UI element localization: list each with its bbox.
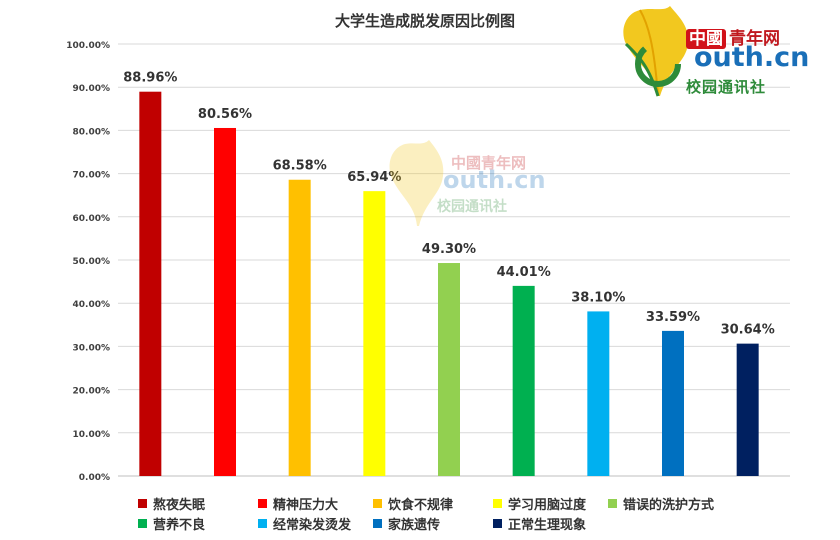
y-tick-label: 80.00% — [73, 127, 111, 137]
data-label: 30.64% — [721, 323, 775, 338]
legend-label: 营养不良 — [153, 518, 206, 533]
watermark-chinese-name: 中國青年网 — [451, 154, 527, 172]
logo-chinese-name: 中國 青年网 — [686, 24, 780, 49]
bar — [512, 285, 535, 476]
legend-swatch — [258, 519, 267, 528]
data-label: 68.58% — [273, 159, 327, 174]
y-tick-label: 40.00% — [73, 300, 111, 310]
watermark-subtitle: 校园通讯社 — [437, 199, 507, 215]
legend-label: 学习用脑过度 — [508, 498, 587, 513]
y-tick-label: 50.00% — [73, 257, 111, 267]
legend-item: 正常生理现象 — [493, 514, 586, 533]
legend-label: 错误的洗护方式 — [623, 498, 715, 513]
y-tick-label: 20.00% — [73, 387, 111, 397]
watermark-leaf-icon — [389, 140, 444, 226]
data-label: 33.59% — [646, 310, 700, 325]
logo-subtitle: 校园通讯社 — [686, 78, 767, 96]
watermark-domain: outh.cn — [443, 166, 546, 194]
legend-label: 家族遗传 — [388, 518, 441, 533]
bar — [587, 311, 610, 476]
legend-item: 营养不良 — [138, 514, 205, 533]
bar — [363, 191, 386, 476]
y-tick-label: 60.00% — [73, 214, 111, 224]
legend-label: 饮食不规律 — [388, 498, 454, 513]
legend-label: 经常染发烫发 — [273, 518, 352, 533]
legend-item: 学习用脑过度 — [493, 494, 586, 513]
ginkgo-leaf-icon — [623, 6, 689, 97]
data-label: 44.01% — [497, 265, 551, 280]
y-tick-label: 0.00% — [79, 473, 110, 483]
y-tick-label: 100.00% — [66, 41, 110, 51]
legend-swatch — [138, 519, 147, 528]
legend-swatch — [258, 499, 267, 508]
legend-item: 饮食不规律 — [373, 494, 453, 513]
watermark-logo: 中國青年网 outh.cn 校园通讯社 — [385, 138, 555, 228]
legend-swatch — [373, 499, 382, 508]
data-label: 88.96% — [123, 71, 177, 86]
legend-swatch — [608, 499, 617, 508]
legend-item: 错误的洗护方式 — [608, 494, 714, 513]
y-tick-label: 30.00% — [73, 343, 111, 353]
bar — [214, 127, 236, 476]
bar — [438, 263, 460, 476]
data-label: 49.30% — [422, 242, 476, 257]
brand-logo: 中國 青年网 outh.cn 校园通讯社 — [618, 4, 818, 98]
logo-domain: outh.cn — [694, 42, 810, 73]
legend-item: 熬夜失眠 — [138, 494, 205, 513]
legend-swatch — [493, 519, 502, 528]
y-tick-label: 90.00% — [73, 84, 111, 94]
bar — [139, 91, 162, 476]
y-tick-label: 10.00% — [73, 430, 111, 440]
legend-label: 正常生理现象 — [508, 518, 587, 533]
data-label: 38.10% — [571, 290, 625, 305]
bar — [288, 179, 311, 476]
y-tick-label: 70.00% — [73, 171, 111, 181]
legend-item: 经常染发烫发 — [258, 514, 351, 533]
legend-item: 家族遗传 — [373, 514, 440, 533]
legend-label: 熬夜失眠 — [153, 498, 206, 513]
data-label: 65.94% — [347, 170, 401, 185]
legend-item: 精神压力大 — [258, 494, 338, 513]
bar — [662, 330, 684, 476]
legend-label: 精神压力大 — [273, 498, 339, 513]
legend-swatch — [138, 499, 147, 508]
legend-swatch — [373, 519, 382, 528]
chart-title: 大学生造成脱发原因比例图 — [334, 12, 515, 30]
bar — [736, 343, 759, 476]
legend-swatch — [493, 499, 502, 508]
data-label: 80.56% — [198, 107, 252, 122]
